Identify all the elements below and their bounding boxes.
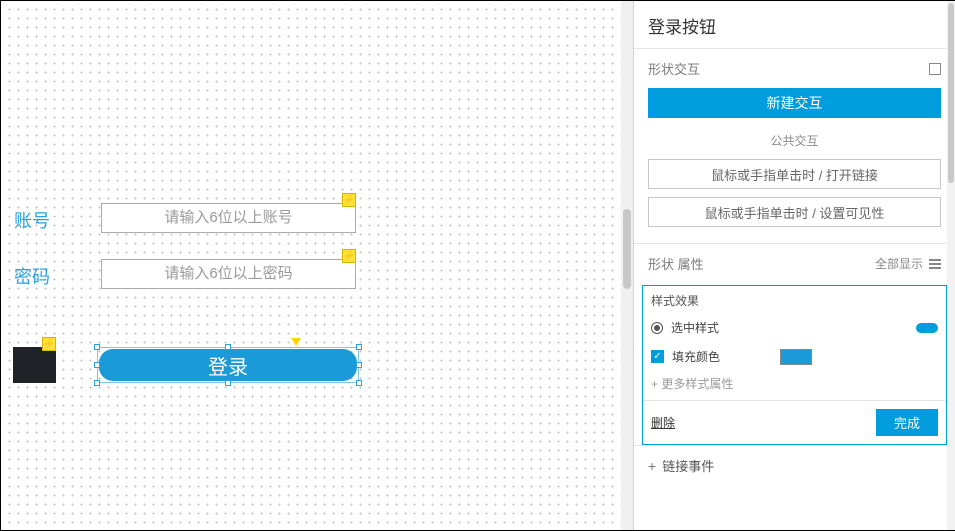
dark-widget[interactable] [13, 347, 56, 383]
resize-handle[interactable] [94, 380, 100, 386]
triangle-marker-icon [291, 338, 301, 346]
lightning-icon: ⚡ [342, 249, 356, 263]
plus-icon: + [648, 458, 656, 474]
resize-handle[interactable] [94, 362, 100, 368]
preset-click-visibility-button[interactable]: 鼠标或手指单击时 / 设置可见性 [648, 197, 941, 227]
checkbox-icon[interactable]: ✓ [651, 350, 664, 363]
resize-handle[interactable] [356, 380, 362, 386]
account-label: 账号 [14, 207, 50, 233]
toggle-switch[interactable] [916, 323, 938, 333]
resize-handle[interactable] [356, 344, 362, 350]
section-label: 形状交互 [648, 59, 700, 78]
resize-handle[interactable] [356, 362, 362, 368]
resize-handle[interactable] [225, 380, 231, 386]
scrollbar-thumb[interactable] [948, 3, 954, 183]
panel-scrollbar[interactable] [947, 1, 955, 530]
fill-color-row[interactable]: ✓ 填充颜色 [643, 342, 946, 371]
selected-style-row[interactable]: 选中样式 [643, 313, 946, 342]
show-all-toggle[interactable]: 全部显示 [875, 255, 941, 272]
link-event-row[interactable]: + 链接事件 [634, 445, 955, 485]
resize-handle[interactable] [225, 344, 231, 350]
password-label: 密码 [14, 263, 50, 289]
interaction-section-header[interactable]: 形状交互 [634, 49, 955, 88]
canvas-scrollbar[interactable] [621, 1, 633, 530]
done-button[interactable]: 完成 [876, 409, 938, 436]
properties-panel: 登录按钮 形状交互 新建交互 公共交互 鼠标或手指单击时 / 打开链接 鼠标或手… [633, 1, 955, 530]
design-canvas[interactable]: 账号 请输入6位以上账号 ⚡ 密码 请输入6位以上密码 ⚡ ⚡ 登录 [1, 1, 633, 530]
style-effect-title: 样式效果 [643, 286, 946, 313]
lightning-icon: ⚡ [42, 337, 56, 351]
scrollbar-thumb[interactable] [623, 209, 631, 289]
radio-icon[interactable] [651, 322, 663, 334]
delete-link[interactable]: 删除 [651, 414, 675, 431]
hamburger-icon [929, 259, 941, 269]
preset-click-link-button[interactable]: 鼠标或手指单击时 / 打开链接 [648, 159, 941, 189]
color-swatch[interactable] [780, 349, 812, 365]
more-styles-link[interactable]: + 更多样式属性 [643, 371, 946, 400]
section-label: 形状 属性 [648, 254, 704, 273]
style-effect-group: 样式效果 选中样式 ✓ 填充颜色 + 更多样式属性 删除 完成 [642, 285, 947, 445]
lightning-icon: ⚡ [342, 193, 356, 207]
expand-icon[interactable] [929, 63, 941, 75]
login-button[interactable]: 登录 [99, 349, 357, 381]
account-input[interactable]: 请输入6位以上账号 [101, 203, 356, 233]
panel-title: 登录按钮 [634, 1, 955, 48]
password-input[interactable]: 请输入6位以上密码 [101, 259, 356, 289]
shape-props-header[interactable]: 形状 属性 全部显示 [634, 243, 955, 283]
public-interaction-label: 公共交互 [634, 132, 955, 149]
resize-handle[interactable] [94, 344, 100, 350]
new-interaction-button[interactable]: 新建交互 [648, 88, 941, 118]
